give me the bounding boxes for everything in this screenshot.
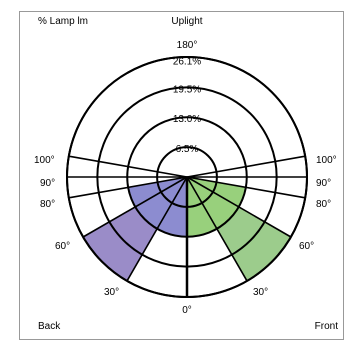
back-label: Back: [38, 321, 61, 332]
spoke-front-100: [186, 155, 306, 178]
wedge-layer: [83, 177, 291, 281]
angle-label-left-100: 100°: [34, 155, 55, 166]
spoke-back-60: [82, 176, 188, 238]
angle-label-right-90: 90°: [316, 178, 331, 189]
radial-tick-label-3: 19.5%: [173, 84, 201, 95]
spoke-back-80: [68, 176, 188, 199]
angle-label-left-30: 30°: [104, 287, 119, 298]
spoke-back-30: [126, 176, 188, 282]
radial-tick-labels: 6.5% 13.0% 19.5% 26.1%: [173, 56, 201, 155]
front-label: Front: [315, 321, 339, 332]
angle-label-right-80: 80°: [316, 199, 331, 210]
angle-label-bottom: 0°: [182, 305, 192, 316]
angle-label-left-90: 90°: [40, 178, 55, 189]
spoke-layer: [67, 155, 307, 297]
spoke-back-100: [68, 155, 188, 178]
angle-label-right-60: 60°: [299, 241, 314, 252]
radial-tick-label-4: 26.1%: [173, 56, 201, 67]
back-core-wedge: [128, 177, 187, 237]
angle-label-right-30: 30°: [253, 287, 268, 298]
angle-label-left-80: 80°: [40, 199, 55, 210]
spoke-front-30: [186, 176, 248, 282]
uplight-label: Uplight: [171, 16, 202, 27]
lamp-lumen-label: % Lamp lm: [38, 16, 88, 27]
front-core-wedge: [187, 177, 246, 237]
radial-tick-label-1: 6.5%: [176, 144, 199, 155]
spoke-front-80: [186, 176, 306, 199]
angle-label-left-60: 60°: [55, 241, 70, 252]
radial-tick-label-2: 13.0%: [173, 114, 201, 125]
angle-label-right-100: 100°: [316, 155, 337, 166]
spoke-front-60: [186, 176, 292, 238]
angle-label-top: 180°: [177, 40, 198, 51]
